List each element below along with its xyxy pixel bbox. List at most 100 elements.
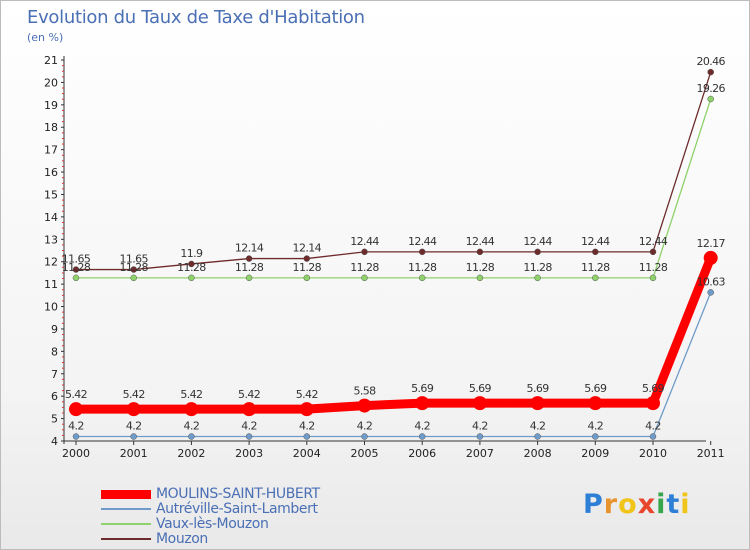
data-label: 11.28 <box>177 261 206 274</box>
series-line <box>71 253 716 414</box>
data-point <box>303 433 311 440</box>
data-label: 11.28 <box>119 261 148 274</box>
y-tick-label: 20 <box>44 76 58 89</box>
data-point <box>245 274 253 282</box>
x-tick-label: 2002 <box>177 447 205 460</box>
legend-label: Vaux-lès-Mouzon <box>156 516 269 532</box>
y-tick-label: 15 <box>44 188 58 201</box>
y-tick-label: 10 <box>44 301 58 314</box>
y-tick-label: 6 <box>51 390 58 403</box>
x-tick-label: 2009 <box>581 447 609 460</box>
data-label: 4.2 <box>472 420 488 433</box>
data-point <box>592 248 599 256</box>
chart-title: Evolution du Taux de Taxe d'Habitation <box>27 7 365 28</box>
y-tick-label: 12 <box>44 256 58 269</box>
data-label: 11.9 <box>180 247 203 260</box>
data-point <box>703 250 718 265</box>
data-point <box>357 398 372 413</box>
series-line <box>75 291 712 438</box>
y-tick-label: 11 <box>44 278 58 291</box>
data-point <box>418 274 426 282</box>
data-point <box>534 248 541 256</box>
data-label: 5.69 <box>469 382 492 395</box>
data-label: 19.26 <box>696 82 725 95</box>
data-label: 12.44 <box>639 235 668 248</box>
data-label: 12.44 <box>466 235 495 248</box>
x-tick-label: 2008 <box>524 447 552 460</box>
proxiti-logo: Proxiti <box>583 489 691 520</box>
data-label: 11.28 <box>350 261 379 274</box>
data-label: 4.2 <box>299 420 315 433</box>
data-point <box>361 274 368 282</box>
data-label: 11.28 <box>408 261 437 274</box>
data-point <box>72 266 80 273</box>
y-tick-label: 9 <box>51 323 58 336</box>
data-label: 20.46 <box>696 55 725 68</box>
data-label: 4.2 <box>587 420 603 433</box>
data-point <box>592 274 599 282</box>
data-point <box>588 396 603 411</box>
data-label: 11.28 <box>639 261 668 274</box>
y-tick-label: 19 <box>44 99 58 112</box>
data-label: 11.28 <box>523 261 552 274</box>
data-label: 5.69 <box>411 382 434 395</box>
data-point <box>361 433 368 440</box>
legend-swatch <box>101 523 151 525</box>
y-tick-label: 14 <box>44 211 58 224</box>
x-tick-label: 2006 <box>408 447 436 460</box>
data-point <box>361 248 368 256</box>
data-label: 4.2 <box>126 420 142 433</box>
legend-label: Mouzon <box>156 531 208 547</box>
data-point <box>534 274 541 282</box>
y-tick-label: 8 <box>51 345 58 358</box>
data-label: 12.44 <box>350 235 379 248</box>
data-label: 5.69 <box>642 382 665 395</box>
data-point <box>245 433 253 440</box>
data-label: 11.28 <box>293 261 322 274</box>
data-point <box>299 402 314 417</box>
x-tick-label: 2003 <box>235 447 263 460</box>
data-point <box>72 433 80 440</box>
data-label: 4.2 <box>357 420 373 433</box>
data-label: 5.42 <box>180 388 202 401</box>
data-label: 5.58 <box>353 385 376 398</box>
data-label: 5.69 <box>584 382 607 395</box>
data-label: 12.44 <box>523 235 552 248</box>
data-label: 5.42 <box>296 388 318 401</box>
data-label: 11.28 <box>62 261 91 274</box>
y-tick-label: 17 <box>44 144 58 157</box>
data-point <box>72 274 80 282</box>
data-point <box>707 289 714 296</box>
x-tick-label: 2011 <box>697 447 725 460</box>
data-point <box>707 68 714 76</box>
data-point <box>472 396 487 411</box>
x-tick-label: 2000 <box>62 447 90 460</box>
data-label: 4.2 <box>68 420 84 433</box>
data-point <box>130 266 137 273</box>
data-point <box>184 402 199 417</box>
data-point <box>476 248 484 256</box>
y-tick-label: 21 <box>44 54 58 67</box>
data-point <box>534 433 541 440</box>
data-point <box>530 396 545 411</box>
data-point <box>130 274 137 282</box>
y-tick-label: 7 <box>51 368 58 381</box>
data-label: 12.17 <box>696 237 725 250</box>
y-tick-label: 18 <box>44 121 58 134</box>
y-tick-label: 4 <box>51 435 58 448</box>
data-point <box>188 274 195 282</box>
data-point <box>649 248 657 256</box>
data-label: 10.63 <box>696 275 725 288</box>
data-point <box>126 402 141 417</box>
y-tick-label: 5 <box>51 413 58 426</box>
data-point <box>476 433 484 440</box>
data-label: 5.42 <box>238 388 260 401</box>
x-tick-label: 2010 <box>639 447 667 460</box>
series-line <box>75 71 712 271</box>
data-point <box>418 248 426 256</box>
data-point <box>476 274 484 282</box>
data-label: 4.2 <box>530 420 546 433</box>
data-point <box>303 255 311 262</box>
